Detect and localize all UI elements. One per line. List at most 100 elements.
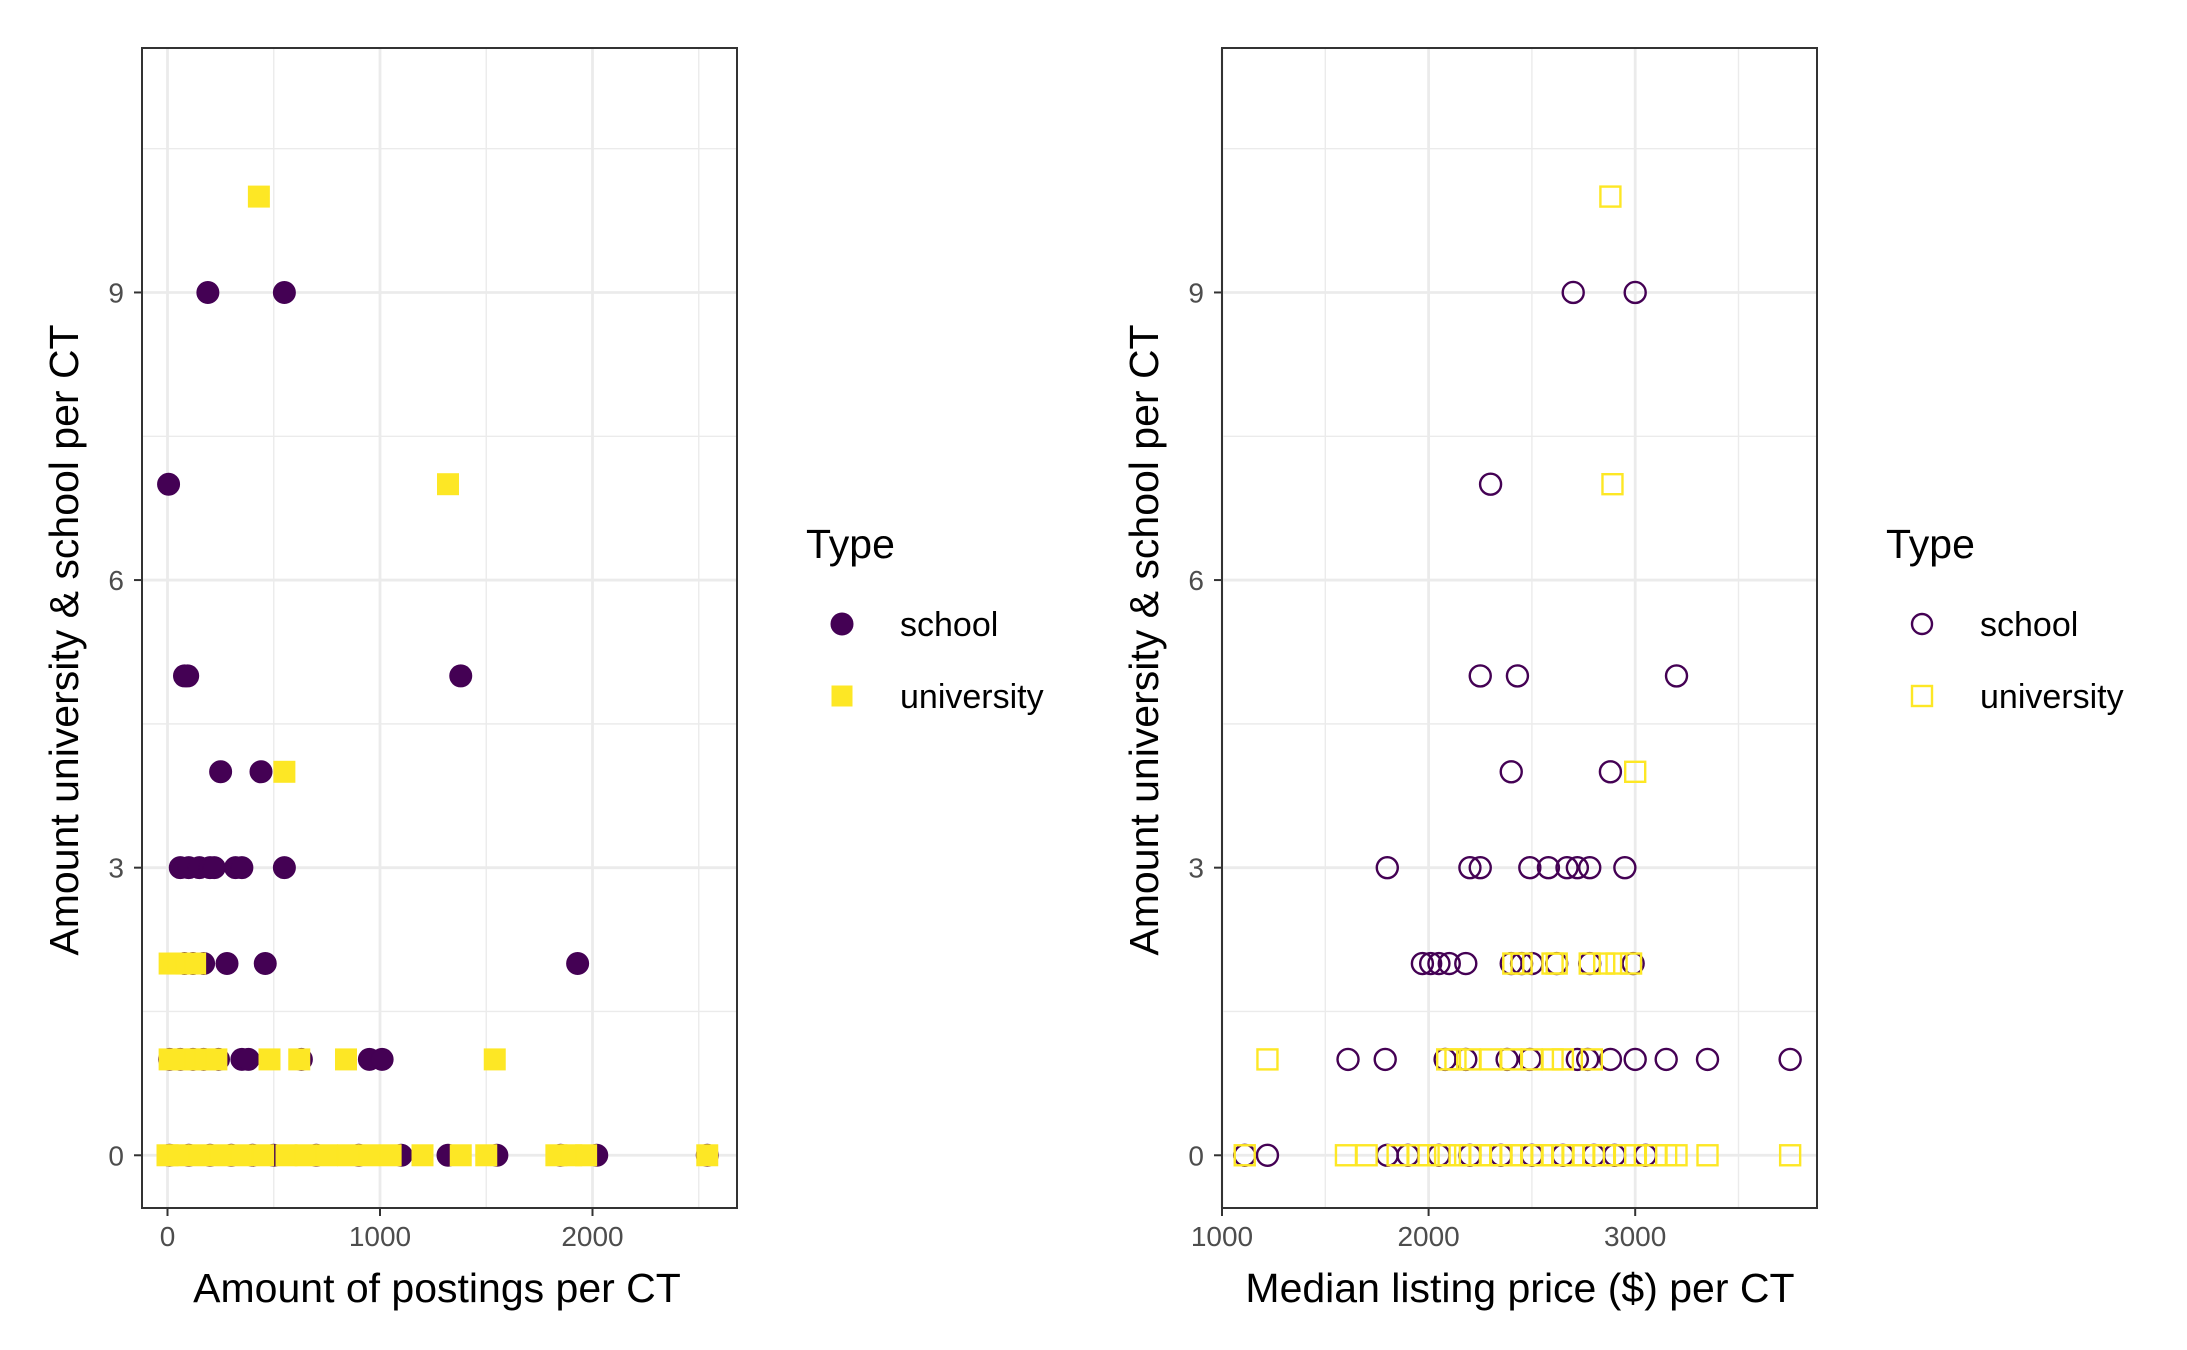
postings-point-university [575, 1144, 598, 1167]
postings-point-university [437, 473, 459, 496]
postings-x-tick-label: 0 [160, 1221, 176, 1252]
postings-point-school [272, 280, 296, 304]
price-point-school [1555, 855, 1579, 880]
postings-point-university [247, 185, 270, 208]
postings-legend-label-university: university [900, 678, 1044, 716]
price-x-tick-label: 1000 [1191, 1221, 1253, 1252]
postings-point-university [252, 1144, 275, 1167]
postings-point-school [230, 856, 254, 880]
postings-y-axis-title: Amount university & school per CT [41, 324, 87, 955]
postings-x-axis-title: Amount of postings per CT [193, 1265, 681, 1311]
price-point-school [1598, 760, 1623, 784]
price-axes: 1000 2000 3000 0 3 6 9 [1188, 277, 1666, 1252]
price-point-school [1373, 1047, 1397, 1072]
postings-point-university [358, 1144, 381, 1167]
postings-panel: Amount of postings per CT Amount univers… [41, 47, 1044, 1311]
price-point-school [1565, 855, 1590, 880]
postings-point-university [335, 1048, 357, 1071]
price-point-university [1256, 1048, 1279, 1071]
price-point-school [1437, 951, 1461, 976]
price-point-school [1654, 1047, 1678, 1072]
price-point-school [1536, 855, 1561, 880]
price-legend-label-university: university [1980, 678, 2124, 716]
price-point-school [1598, 1047, 1623, 1072]
price-point-school [1255, 1143, 1280, 1167]
price-point-university [1605, 952, 1628, 975]
postings-point-school [196, 280, 220, 304]
postings-legend-title: Type [806, 521, 895, 567]
price-point-university [1551, 1048, 1575, 1071]
price-point-school [1375, 855, 1399, 880]
postings-point-school [272, 856, 296, 880]
postings-point-university [337, 1144, 360, 1167]
postings-point-university [483, 1048, 506, 1071]
postings-point-university [273, 760, 296, 783]
price-y-tick-label: 9 [1188, 277, 1204, 308]
price-point-school [1695, 1047, 1720, 1072]
price-points [1233, 185, 1802, 1167]
postings-panel-border [141, 47, 738, 1209]
price-point-school [1613, 855, 1637, 880]
price-point-university [1433, 1144, 1457, 1167]
price-point-school [1336, 1047, 1360, 1072]
postings-legend-label-school: school [900, 606, 998, 644]
postings-x-tick-label: 1000 [349, 1221, 411, 1252]
postings-point-university [294, 1144, 317, 1167]
postings-point-school [253, 952, 277, 976]
price-panel-border [1221, 47, 1818, 1209]
price-legend-label-school: school [1980, 606, 2078, 644]
price-gridlines [1220, 48, 1817, 1208]
postings-point-university [205, 1048, 228, 1071]
postings-point-university [288, 1048, 311, 1071]
postings-plot-background [142, 48, 737, 1208]
postings-point-university [167, 1144, 190, 1167]
price-point-school [1518, 855, 1542, 880]
postings-point-school [449, 664, 473, 688]
postings-point-school [209, 760, 233, 784]
price-point-university [1233, 1144, 1256, 1167]
price-point-school [1468, 664, 1492, 688]
price-plot-background [1222, 48, 1817, 1208]
postings-point-school [157, 472, 181, 496]
postings-axes: 0 1000 2000 0 3 6 9 [108, 277, 623, 1252]
price-point-university [1778, 1144, 1802, 1167]
postings-y-tick-label: 0 [108, 1140, 124, 1171]
postings-point-university [449, 1144, 472, 1167]
postings-x-tick-label: 2000 [561, 1221, 623, 1252]
postings-legend: Type school university [806, 521, 1044, 716]
price-point-university [1696, 1144, 1719, 1167]
price-point-university [1510, 952, 1533, 975]
postings-point-university [379, 1144, 402, 1167]
postings-gridlines [142, 48, 737, 1208]
postings-point-school [215, 952, 239, 976]
postings-point-school [176, 664, 200, 688]
price-point-university [1665, 1144, 1688, 1167]
postings-y-tick-label: 3 [108, 853, 124, 884]
price-panel: Median listing price ($) per CT Amount u… [1121, 47, 2124, 1311]
postings-point-school [370, 1047, 394, 1071]
price-y-tick-label: 6 [1188, 565, 1204, 596]
price-point-school [1578, 855, 1602, 880]
postings-point-university [188, 1144, 211, 1167]
price-point-school [1478, 472, 1503, 496]
price-point-university [1578, 952, 1601, 975]
price-point-school [1499, 760, 1523, 784]
price-point-school [1561, 280, 1585, 305]
price-point-school [1427, 951, 1451, 976]
postings-point-university [209, 1144, 232, 1167]
postings-legend-keys [830, 612, 854, 707]
postings-point-school [249, 760, 273, 784]
postings-y-tick-label: 6 [108, 565, 124, 596]
price-point-university [1601, 472, 1624, 496]
price-legend-title: Type [1886, 521, 1975, 567]
postings-legend-key-university [831, 685, 853, 707]
price-x-axis-title: Median listing price ($) per CT [1245, 1265, 1794, 1311]
price-point-university [1355, 1144, 1378, 1167]
price-legend-key-school [1910, 612, 1934, 636]
postings-point-university [315, 1144, 338, 1167]
price-point-university [1545, 952, 1568, 975]
postings-legend-key-school [830, 612, 854, 636]
price-point-school [1468, 855, 1492, 880]
price-point-university [1623, 760, 1647, 784]
price-y-axis-title: Amount university & school per CT [1121, 324, 1167, 955]
